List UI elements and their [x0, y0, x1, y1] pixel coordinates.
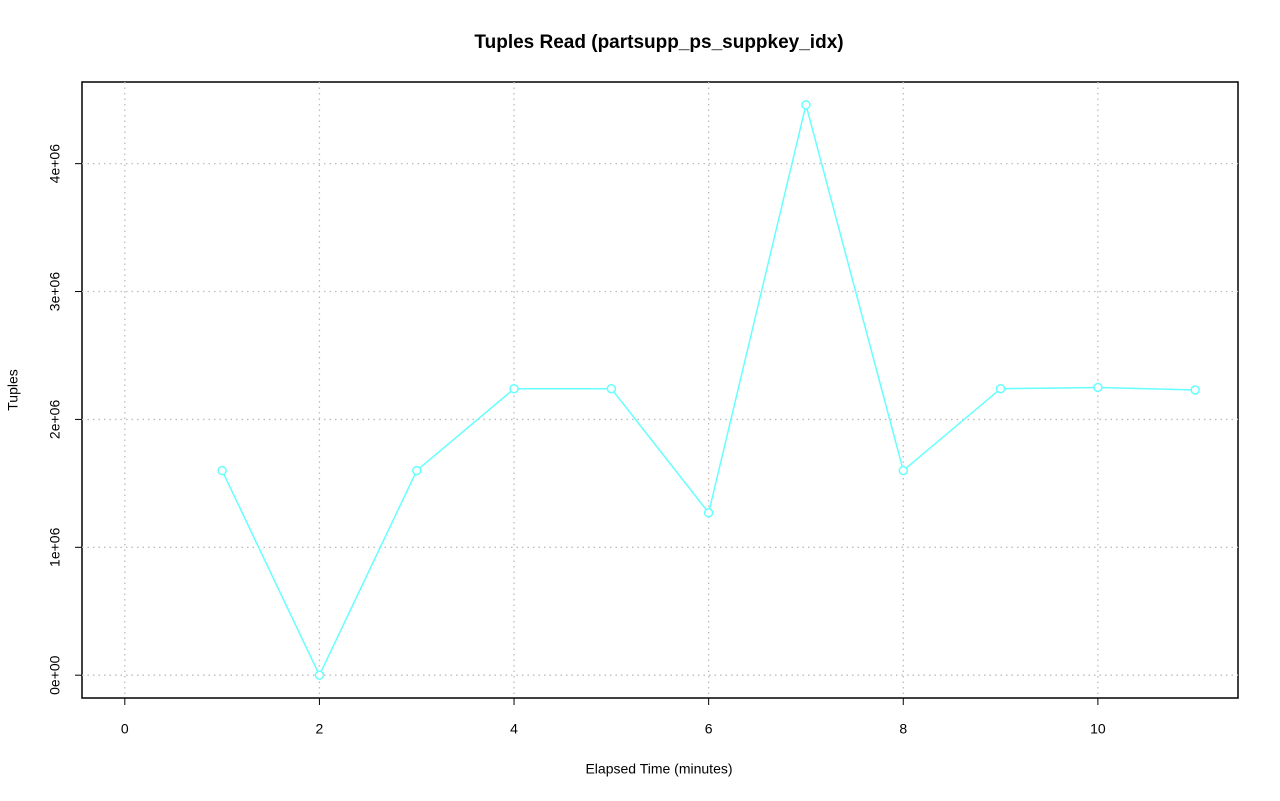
- y-tick-label: 0e+00: [47, 655, 63, 695]
- chart-title: Tuples Read (partsupp_ps_suppkey_idx): [474, 32, 843, 53]
- data-point: [801, 100, 811, 110]
- y-axis-label: Tuples: [5, 369, 21, 411]
- x-axis-label: Elapsed Time (minutes): [585, 761, 732, 777]
- data-point: [995, 383, 1006, 394]
- data-point: [509, 383, 519, 394]
- x-tick-label: 4: [510, 721, 518, 737]
- x-tick-label: 2: [316, 721, 324, 737]
- data-point: [217, 465, 227, 476]
- x-tick-label: 10: [1090, 721, 1106, 737]
- data-point: [411, 465, 422, 476]
- x-tick-label: 0: [121, 721, 129, 737]
- data-point: [703, 508, 714, 518]
- y-tick-label: 4e+06: [47, 144, 63, 184]
- x-tick-label: 8: [899, 721, 907, 737]
- data-point: [606, 383, 617, 394]
- data-point: [314, 670, 325, 680]
- data-point: [1190, 385, 1200, 395]
- data-point: [1093, 382, 1103, 393]
- y-tick-label: 1e+06: [47, 527, 63, 567]
- data-point: [898, 465, 909, 476]
- x-tick-label: 6: [705, 721, 713, 737]
- y-tick-label: 2e+06: [47, 400, 63, 440]
- y-tick-label: 3e+06: [47, 272, 63, 312]
- plot-frame: [81, 81, 1239, 699]
